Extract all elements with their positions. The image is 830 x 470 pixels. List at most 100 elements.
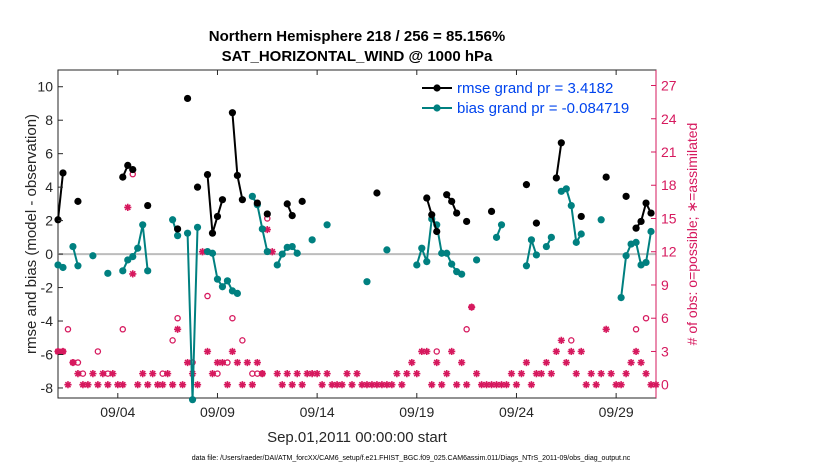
obs-assimilated-point bbox=[69, 358, 77, 367]
bias-point bbox=[213, 275, 222, 283]
bias-point bbox=[423, 258, 431, 266]
rmse-point bbox=[642, 199, 650, 207]
bias-point bbox=[597, 216, 605, 224]
obs-assimilated-point bbox=[54, 347, 62, 356]
y-tick-label: 4 bbox=[45, 179, 53, 195]
obs-assimilated-point bbox=[423, 347, 431, 356]
obs-assimilated-point bbox=[433, 358, 441, 367]
obs-assimilated-point bbox=[487, 381, 496, 389]
rmse-point bbox=[448, 197, 456, 205]
y-tick-label: 8 bbox=[45, 112, 53, 128]
rmse-point bbox=[238, 196, 246, 204]
bias-point bbox=[413, 261, 421, 269]
obs-assimilated-point bbox=[343, 370, 351, 378]
obs-possible-point bbox=[229, 314, 236, 322]
obs-assimilated-point bbox=[144, 381, 152, 389]
rmse-point bbox=[183, 94, 192, 103]
obs-assimilated-point bbox=[59, 347, 67, 356]
bias-point bbox=[134, 244, 142, 252]
obs-assimilated-point bbox=[388, 381, 396, 389]
obs-assimilated-point bbox=[453, 381, 461, 389]
obs-assimilated-point bbox=[273, 370, 281, 378]
rmse-point bbox=[522, 181, 531, 189]
y2-tick-label: 27 bbox=[661, 78, 677, 94]
obs-assimilated-point bbox=[223, 381, 232, 389]
obs-assimilated-point bbox=[129, 270, 137, 278]
rmse-point bbox=[228, 109, 237, 117]
x-tick-label: 09/24 bbox=[499, 404, 534, 420]
bias-point bbox=[288, 242, 296, 251]
obs-assimilated-point bbox=[567, 347, 575, 356]
obs-assimilated-point bbox=[552, 347, 560, 356]
obs-possible-point bbox=[64, 326, 72, 333]
obs-assimilated-point bbox=[74, 370, 82, 378]
obs-assimilated-point bbox=[253, 358, 261, 367]
obs-assimilated-point bbox=[363, 381, 371, 389]
bias-point bbox=[642, 258, 650, 267]
bias-point bbox=[233, 289, 241, 298]
obs-assimilated-point bbox=[318, 381, 326, 389]
obs-assimilated-point bbox=[473, 370, 481, 378]
obs-assimilated-point bbox=[403, 370, 411, 378]
bias-point bbox=[183, 229, 192, 237]
obs-assimilated-point bbox=[443, 370, 451, 378]
rmse-point bbox=[124, 161, 132, 169]
obs-assimilated-point bbox=[408, 358, 416, 367]
obs-assimilated-point bbox=[203, 347, 212, 356]
bias-point bbox=[527, 236, 536, 244]
obs-assimilated-point bbox=[577, 347, 585, 356]
obs-assimilated-point bbox=[333, 381, 341, 389]
rmse-point bbox=[263, 210, 271, 218]
rmse-point bbox=[373, 189, 381, 197]
rmse-point bbox=[433, 227, 441, 236]
x-tick-label: 09/14 bbox=[300, 404, 335, 420]
bias-point bbox=[323, 221, 331, 229]
obs-possible-point bbox=[642, 314, 650, 322]
rmse-point bbox=[428, 211, 436, 219]
obs-assimilated-point bbox=[298, 381, 306, 389]
obs-layer bbox=[54, 170, 660, 389]
obs-assimilated-point bbox=[139, 370, 147, 378]
bias-point bbox=[542, 242, 550, 251]
obs-assimilated-point bbox=[243, 358, 251, 367]
bias-point bbox=[383, 246, 391, 254]
obs-assimilated-point bbox=[642, 370, 650, 378]
legend-bias-marker bbox=[433, 104, 441, 112]
bias-point bbox=[443, 249, 451, 257]
obs-assimilated-point bbox=[597, 370, 605, 378]
obs-assimilated-point bbox=[492, 381, 501, 389]
y-tick-label: -8 bbox=[41, 380, 54, 396]
bias-point bbox=[418, 244, 426, 252]
rmse-point bbox=[577, 212, 585, 221]
obs-assimilated-point bbox=[174, 325, 182, 333]
obs-assimilated-point bbox=[278, 381, 286, 389]
obs-assimilated-point bbox=[612, 381, 620, 389]
obs-assimilated-point bbox=[602, 325, 610, 333]
legend: rmse grand pr = 3.4182 bias grand pr = -… bbox=[422, 80, 629, 117]
obs-assimilated-point bbox=[512, 381, 521, 389]
y-tick-label: -2 bbox=[41, 280, 54, 296]
rmse-point bbox=[59, 169, 67, 177]
bias-point bbox=[572, 238, 580, 246]
obs-assimilated-point bbox=[228, 347, 237, 356]
obs-assimilated-point bbox=[622, 370, 630, 378]
bias-point bbox=[74, 262, 82, 270]
obs-assimilated-point bbox=[114, 381, 122, 389]
obs-possible-point bbox=[169, 337, 176, 344]
obs-assimilated-point bbox=[562, 358, 570, 367]
obs-assimilated-point bbox=[507, 370, 516, 378]
obs-assimilated-point bbox=[398, 381, 406, 389]
obs-assimilated-point bbox=[94, 381, 102, 389]
bias-line-segment bbox=[415, 217, 463, 276]
bias-point bbox=[144, 267, 152, 275]
obs-assimilated-point bbox=[383, 381, 391, 389]
bias-point bbox=[562, 185, 570, 193]
rmse-line-segment bbox=[57, 172, 64, 220]
obs-assimilated-point bbox=[587, 370, 595, 378]
rmse-point bbox=[283, 200, 291, 208]
rmse-point bbox=[298, 197, 306, 205]
x-axis-label: Sep.01,2011 00:00:00 start bbox=[267, 429, 448, 446]
bias-point bbox=[622, 252, 630, 260]
obs-assimilated-point bbox=[89, 370, 97, 378]
bias-point bbox=[522, 262, 531, 270]
